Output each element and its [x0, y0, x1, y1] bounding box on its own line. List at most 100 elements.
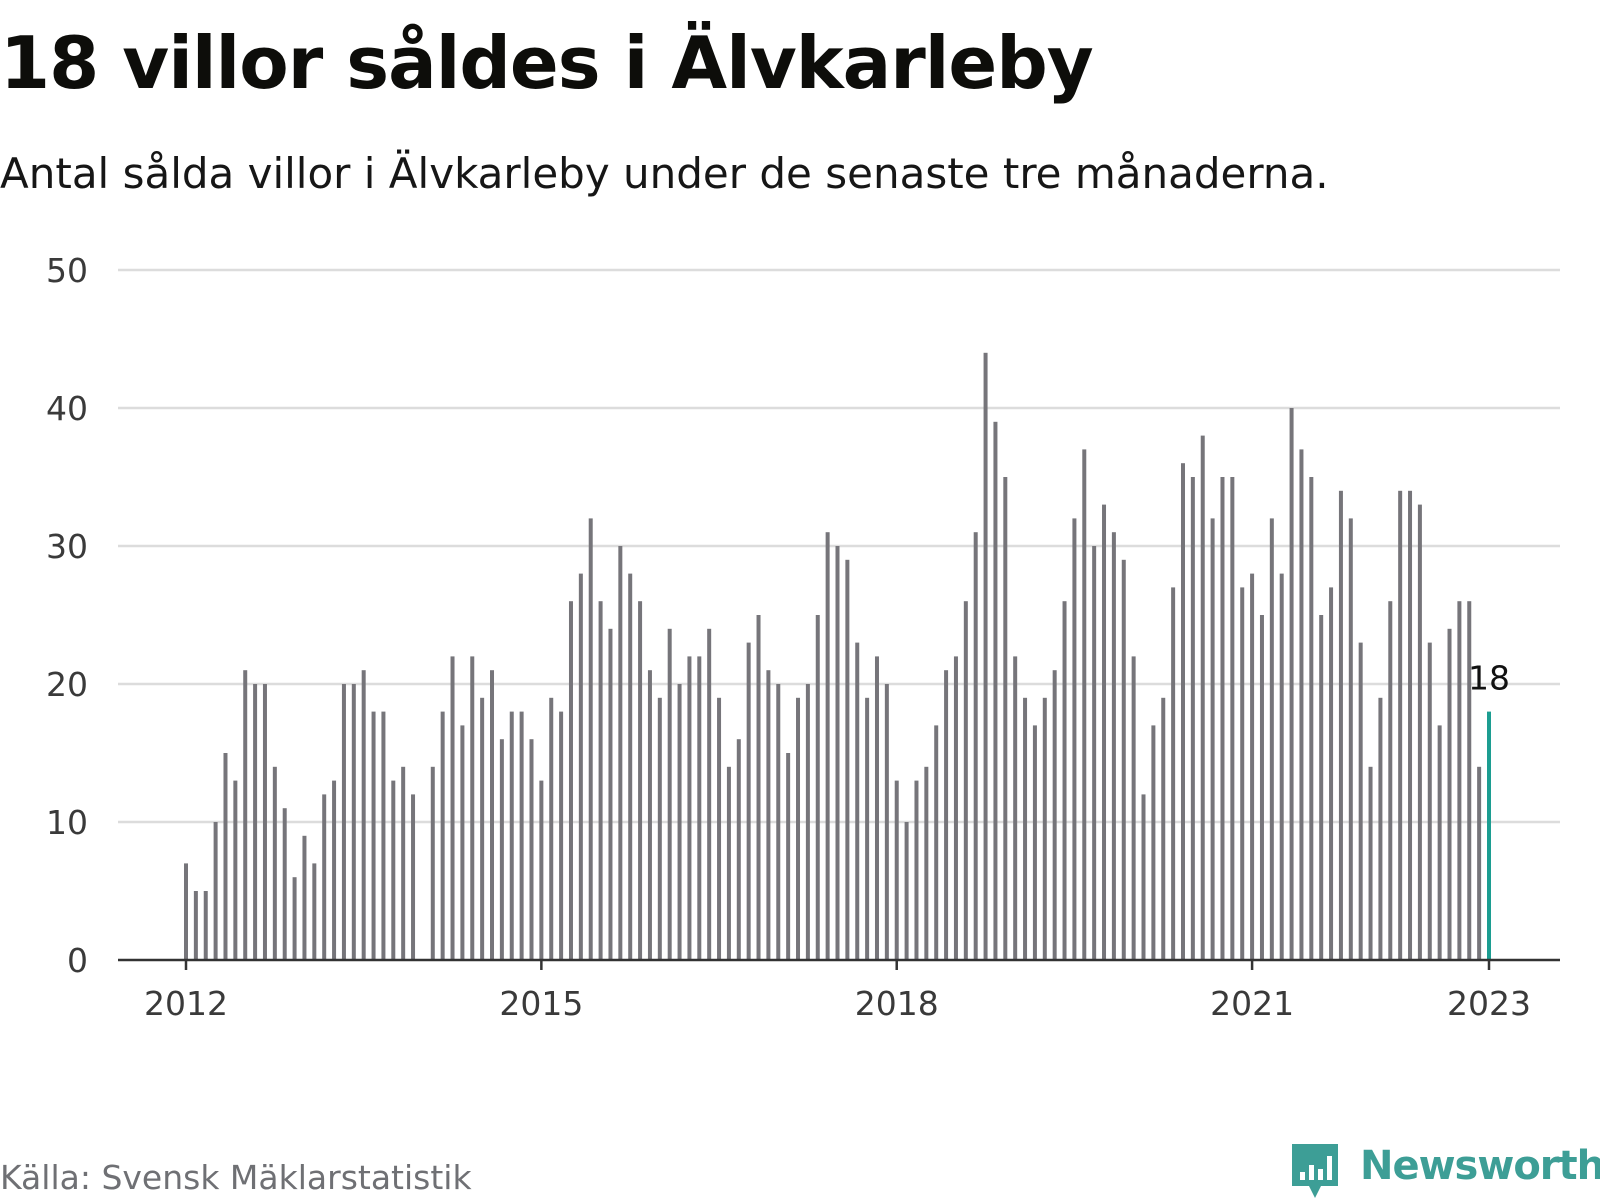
bar — [1023, 697, 1028, 960]
bar — [1427, 642, 1432, 960]
bar — [490, 670, 495, 960]
bar — [667, 628, 672, 960]
bar — [1348, 518, 1353, 960]
bar — [1378, 697, 1383, 960]
bar — [766, 670, 771, 960]
bar — [312, 863, 317, 960]
bar — [371, 711, 376, 960]
bar — [193, 891, 198, 960]
x-tick-label: 2021 — [1210, 984, 1294, 1023]
bar — [332, 780, 337, 960]
bar — [776, 684, 781, 960]
x-tick-label: 2023 — [1447, 984, 1531, 1023]
bar — [904, 822, 909, 960]
bar — [213, 822, 218, 960]
bar — [736, 739, 741, 960]
source-note: Källa: Svensk Mäklarstatistik — [0, 1158, 472, 1197]
x-axis-tick-labels: 2012 2015 2018 2021 2023 — [144, 960, 1531, 1023]
bar — [1279, 573, 1284, 960]
bar — [756, 615, 761, 960]
x-tick-label: 2012 — [144, 984, 228, 1023]
y-axis-tick-labels: 0 10 20 30 40 50 — [46, 251, 88, 980]
bar — [549, 697, 554, 960]
bar — [440, 711, 445, 960]
bars — [184, 352, 1491, 961]
bar — [963, 601, 968, 960]
bar — [1417, 504, 1422, 960]
data-labels: 18 — [1468, 659, 1510, 698]
bar — [272, 766, 277, 960]
bar — [638, 601, 643, 960]
bar — [430, 766, 435, 960]
bar — [815, 615, 820, 960]
bar — [855, 642, 860, 960]
bar — [707, 628, 712, 960]
bar — [351, 684, 356, 960]
bar — [845, 559, 850, 960]
bar — [796, 697, 801, 960]
bar — [1042, 697, 1047, 960]
bar — [1259, 615, 1264, 960]
chart-logo-icon — [1292, 1144, 1338, 1198]
brand-name: Newsworthy — [1360, 1143, 1600, 1189]
bar — [1299, 449, 1304, 960]
bar — [953, 656, 958, 960]
data-label-latest: 18 — [1468, 659, 1510, 698]
bar — [460, 725, 465, 960]
bar — [726, 766, 731, 960]
bar — [450, 656, 455, 960]
bar — [717, 697, 722, 960]
bar — [519, 711, 524, 960]
bar — [341, 684, 346, 960]
y-tick-label: 50 — [46, 251, 88, 290]
bar — [1368, 766, 1373, 960]
bar — [786, 753, 791, 960]
bar — [1240, 587, 1245, 960]
bar — [1437, 725, 1442, 960]
bar — [1388, 601, 1393, 960]
x-tick-label: 2015 — [499, 984, 583, 1023]
bar — [1289, 408, 1294, 960]
bar — [1171, 587, 1176, 960]
y-tick-label: 20 — [46, 665, 88, 704]
bar — [1032, 725, 1037, 960]
bar — [361, 670, 366, 960]
bar — [628, 573, 633, 960]
bar — [1131, 656, 1136, 960]
bar — [835, 546, 840, 960]
bar — [1200, 435, 1205, 961]
bar — [608, 628, 613, 960]
bar — [1180, 463, 1185, 960]
bar — [1358, 642, 1363, 960]
bar — [1121, 559, 1126, 960]
bar — [805, 684, 810, 960]
bar — [539, 780, 544, 960]
bar — [203, 891, 208, 960]
bar — [1457, 601, 1462, 960]
bar — [568, 601, 573, 960]
brand-logo: Newsworthy — [1290, 1140, 1600, 1200]
bar — [1447, 628, 1452, 960]
bar — [1161, 697, 1166, 960]
bar — [944, 670, 949, 960]
bar — [302, 835, 307, 960]
bar — [687, 656, 692, 960]
bar — [1210, 518, 1215, 960]
bar — [746, 642, 751, 960]
y-tick-label: 10 — [46, 803, 88, 842]
bar — [401, 766, 406, 960]
bar — [1467, 601, 1472, 960]
bar — [924, 766, 929, 960]
bar — [1230, 477, 1235, 960]
bar — [1141, 794, 1146, 960]
bar — [657, 697, 662, 960]
bar — [618, 546, 623, 960]
bar — [499, 739, 504, 960]
bar — [282, 808, 287, 960]
bar — [262, 684, 267, 960]
bar — [1102, 504, 1107, 960]
bar — [253, 684, 258, 960]
bar — [894, 780, 899, 960]
bar — [578, 573, 583, 960]
bar — [884, 684, 889, 960]
